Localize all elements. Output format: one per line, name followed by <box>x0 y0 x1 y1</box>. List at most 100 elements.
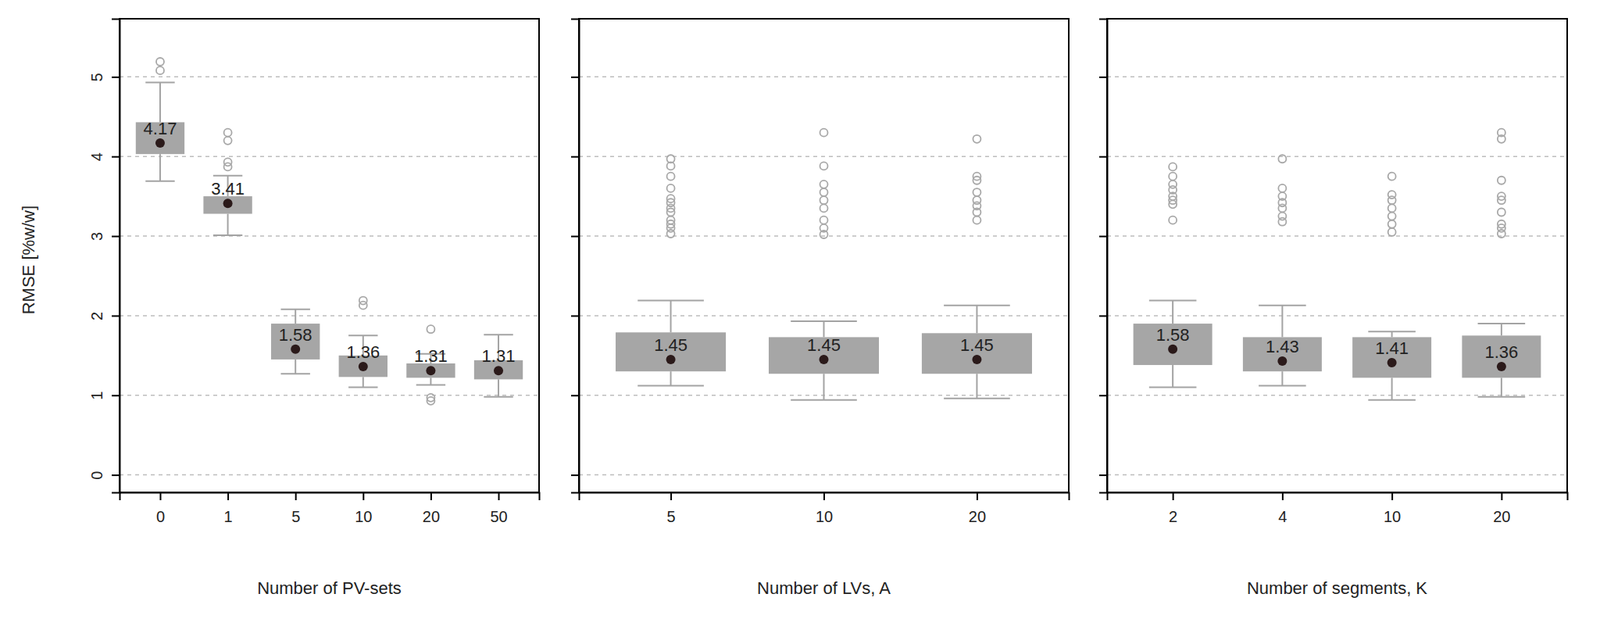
grid-line <box>119 155 540 158</box>
x-tick-label: 20 <box>968 507 986 525</box>
whisker-high <box>670 300 672 333</box>
data-label: 1.58 <box>1156 325 1190 345</box>
median-dot <box>155 138 165 148</box>
median-dot <box>425 365 436 375</box>
y-axis-title: RMSE [%w/w] <box>18 205 39 315</box>
outlier <box>667 172 675 181</box>
grid-line <box>119 235 540 237</box>
x-tick: 10 <box>354 492 372 525</box>
y-tick <box>571 156 579 158</box>
x-tick-mark <box>430 492 433 500</box>
y-tick-label: 3 <box>88 232 106 241</box>
y-tick: 0 <box>88 471 120 480</box>
y-tick-label: 0 <box>88 471 106 480</box>
y-tick <box>1099 156 1108 158</box>
grid-line <box>578 155 1069 158</box>
grid-line <box>119 394 540 397</box>
y-axis <box>1099 19 1108 493</box>
x-tick-mark <box>1500 492 1503 500</box>
outlier <box>1168 216 1177 225</box>
whisker-low <box>1500 377 1503 397</box>
whisker-cap-low <box>1258 385 1307 387</box>
panel: 4.173.411.581.361.311.31012345015102050 <box>88 18 540 525</box>
data-labels: 4.173.411.581.361.311.31 <box>143 118 516 366</box>
outlier <box>667 216 675 225</box>
x-tick: 2 <box>1168 492 1178 525</box>
y-tick-mark <box>571 156 579 158</box>
chart-root: 4.173.411.581.361.311.31012345015102050N… <box>0 0 1600 619</box>
y-tick-mark <box>571 235 579 238</box>
y-tick <box>571 475 579 476</box>
whisker-high <box>1281 305 1283 338</box>
x-tick: 5 <box>667 492 676 525</box>
x-axis-title: Number of LVs, A <box>757 578 891 598</box>
x-axis-line <box>1107 492 1568 501</box>
y-tick: 4 <box>88 152 120 161</box>
grid-line <box>1107 474 1568 476</box>
whisker-cap-low <box>348 386 378 389</box>
data-label: 3.41 <box>210 178 245 199</box>
y-tick: 2 <box>88 311 120 321</box>
x-tick-label: 10 <box>815 507 833 525</box>
grid <box>578 76 1069 475</box>
whisker-cap-high <box>943 304 1011 307</box>
x-tick-label: 2 <box>1168 507 1178 525</box>
whisker-cap-high <box>1367 330 1416 333</box>
box-group <box>768 128 879 400</box>
data-label: 1.45 <box>960 335 994 355</box>
y-tick-label: 2 <box>88 311 106 321</box>
whisker-high <box>1171 300 1174 325</box>
box-group <box>1242 154 1322 386</box>
x-tick: 50 <box>489 492 508 525</box>
outlier <box>1497 176 1506 185</box>
y-tick <box>571 395 579 397</box>
whisker-low <box>823 373 825 400</box>
data-label: 1.43 <box>1265 336 1300 357</box>
outlier <box>667 194 675 203</box>
whisker-low <box>975 373 978 399</box>
whisker-low <box>497 378 500 397</box>
whisker-cap-low <box>1478 396 1526 398</box>
whisker-cap-low <box>790 399 858 401</box>
outlier <box>224 157 233 166</box>
x-tick-label: 1 <box>224 507 233 525</box>
outlier <box>972 196 981 204</box>
x-tick: 1 <box>224 492 233 525</box>
data-label: 1.58 <box>278 325 313 345</box>
outlier <box>667 154 675 163</box>
y-tick-label: 5 <box>88 72 106 82</box>
y-tick-mark <box>111 314 120 317</box>
whisker-cap-high <box>483 333 513 336</box>
grid-line <box>578 314 1069 317</box>
y-tick-mark <box>571 474 579 476</box>
outlier <box>972 188 981 197</box>
x-tick: 5 <box>291 492 300 525</box>
y-tick: 5 <box>88 72 120 82</box>
outlier <box>156 66 165 75</box>
outlier <box>1388 228 1397 236</box>
y-tick <box>1099 475 1108 476</box>
whisker-cap-low <box>280 372 310 375</box>
whisker-cap-low <box>1367 399 1416 401</box>
box-group <box>271 309 320 374</box>
x-axis-line <box>120 492 540 501</box>
box-group <box>474 334 523 397</box>
outlier <box>1388 220 1397 229</box>
x-tick: 0 <box>156 492 165 525</box>
grid-line <box>119 76 540 79</box>
x-tick-label: 50 <box>489 507 508 525</box>
outlier <box>972 135 981 143</box>
outlier <box>1168 172 1177 181</box>
y-tick <box>1099 76 1108 78</box>
plot-frame <box>1107 18 1568 493</box>
median-dot <box>1277 356 1287 366</box>
outlier <box>820 216 829 225</box>
whisker-low <box>1391 377 1393 400</box>
outlier <box>1388 203 1397 212</box>
outlier <box>1168 162 1177 171</box>
whisker-low <box>227 214 229 236</box>
x-tick-mark <box>1391 492 1393 500</box>
x-tick: 20 <box>968 492 986 525</box>
y-tick-mark <box>1099 76 1108 79</box>
grid-line <box>578 76 1069 79</box>
